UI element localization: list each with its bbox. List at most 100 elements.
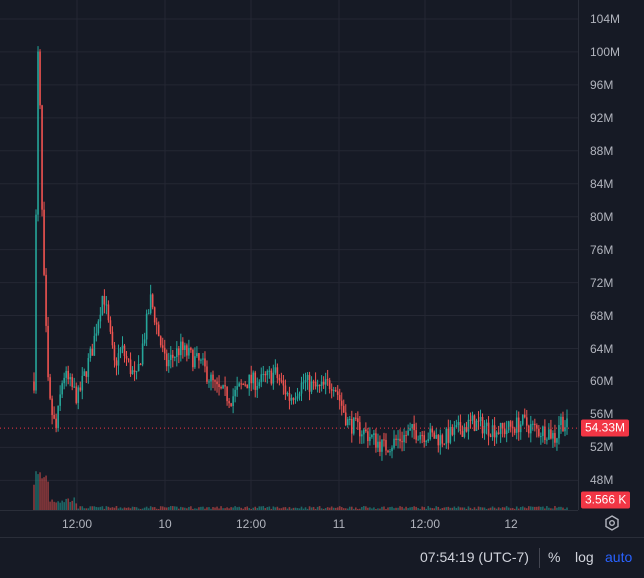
volume-bar bbox=[342, 508, 345, 510]
price-scale[interactable]: 104M 100M 96M 92M 88M 84M 80M 76M 72M 68M 64M 60M 56… bbox=[578, 0, 644, 510]
settings-gear-icon[interactable] bbox=[600, 512, 624, 534]
volume-bar bbox=[35, 471, 37, 510]
volume-bar bbox=[477, 506, 480, 510]
candle-body bbox=[107, 304, 110, 321]
candlestick-chart[interactable] bbox=[0, 0, 578, 510]
volume-bar bbox=[554, 506, 556, 510]
candle-body bbox=[171, 354, 174, 358]
chart-pane[interactable] bbox=[0, 0, 578, 510]
candle-body bbox=[544, 426, 546, 440]
volume-bar bbox=[173, 506, 176, 510]
volume-bar bbox=[67, 498, 69, 510]
candle-body bbox=[507, 421, 510, 431]
volume-bar bbox=[511, 507, 514, 510]
volume-bar bbox=[99, 506, 102, 510]
volume-bar bbox=[487, 508, 490, 510]
volume-bar bbox=[39, 472, 41, 510]
candle-body bbox=[479, 416, 482, 422]
volume-bar bbox=[236, 507, 238, 510]
candle-body bbox=[433, 432, 436, 439]
volume-bar bbox=[503, 507, 506, 510]
volume-bar bbox=[355, 507, 357, 510]
candle-body bbox=[381, 439, 383, 452]
price-tick-label: 48M bbox=[590, 473, 614, 488]
volume-bar bbox=[427, 506, 430, 510]
candle-body bbox=[113, 345, 116, 361]
volume-bar bbox=[77, 508, 80, 510]
volume-bar bbox=[256, 508, 259, 510]
candle-body bbox=[334, 389, 337, 392]
volume-bar bbox=[517, 508, 520, 510]
candle-body bbox=[294, 398, 297, 400]
volume-bar bbox=[437, 506, 440, 510]
candle-body bbox=[413, 424, 415, 431]
volume-bar bbox=[248, 508, 251, 510]
candle-body bbox=[505, 430, 508, 435]
candle-body bbox=[300, 382, 303, 394]
candle-body bbox=[548, 429, 550, 440]
volume-bar bbox=[288, 507, 291, 510]
candle-body bbox=[445, 428, 448, 444]
volume-bar bbox=[65, 498, 67, 510]
volume-bar bbox=[208, 507, 210, 510]
auto-scale-button[interactable]: auto bbox=[605, 549, 633, 565]
candle-body bbox=[214, 380, 216, 382]
price-tick-label: 88M bbox=[590, 143, 614, 158]
candle-body bbox=[552, 433, 554, 439]
percent-scale-button[interactable]: % bbox=[548, 549, 561, 565]
volume-bar bbox=[493, 507, 496, 510]
volume-bar bbox=[324, 508, 327, 510]
volume-bar bbox=[153, 507, 156, 510]
candle-body bbox=[371, 435, 373, 438]
volume-bar bbox=[453, 506, 456, 510]
candle-body bbox=[407, 430, 409, 436]
candle-body bbox=[471, 415, 474, 421]
volume-bar bbox=[532, 506, 534, 510]
price-tick-label: 60M bbox=[590, 374, 614, 389]
candle-body bbox=[268, 370, 271, 372]
candle-body bbox=[272, 372, 275, 384]
volume-bar bbox=[202, 506, 204, 510]
candle-body bbox=[83, 371, 86, 376]
volume-bar bbox=[379, 508, 381, 510]
volume-bar bbox=[280, 508, 283, 510]
volume-bar bbox=[332, 507, 335, 510]
candle-body bbox=[346, 419, 349, 425]
volume-bar bbox=[155, 508, 158, 510]
candle-body bbox=[173, 356, 176, 358]
candle-body bbox=[467, 419, 470, 432]
candle-body bbox=[270, 370, 273, 384]
candle-body bbox=[389, 451, 391, 453]
candle-body bbox=[336, 391, 339, 395]
candle-body bbox=[97, 321, 100, 334]
candle-body bbox=[129, 359, 132, 375]
volume-bar bbox=[513, 508, 516, 510]
candle-body bbox=[57, 405, 59, 429]
volume-bar bbox=[57, 501, 59, 510]
volume-bar bbox=[441, 508, 444, 510]
candle-body bbox=[226, 386, 228, 402]
log-scale-button[interactable]: log bbox=[575, 549, 594, 565]
utc-clock[interactable]: 07:54:19 (UTC-7) bbox=[420, 549, 529, 565]
volume-bar bbox=[509, 508, 512, 510]
candle-body bbox=[469, 419, 472, 421]
candle-body bbox=[280, 380, 283, 382]
volume-bar bbox=[346, 508, 349, 510]
candle-body bbox=[37, 51, 39, 215]
candle-body bbox=[560, 416, 562, 426]
volume-bar bbox=[439, 508, 442, 510]
volume-bar bbox=[318, 506, 321, 510]
candle-body bbox=[61, 383, 63, 395]
price-tick-label: 76M bbox=[590, 242, 614, 257]
candle-body bbox=[411, 424, 413, 429]
candle-body bbox=[224, 385, 226, 387]
candle-body bbox=[348, 418, 351, 420]
time-scale[interactable]: 12:00 10 12:00 11 12:00 12 bbox=[0, 510, 578, 537]
volume-bar bbox=[542, 506, 544, 510]
candle-body bbox=[403, 435, 405, 443]
volume-bar bbox=[93, 506, 96, 510]
volume-bar bbox=[393, 508, 395, 510]
volume-bar bbox=[451, 507, 454, 510]
candle-body bbox=[139, 364, 142, 366]
volume-bar bbox=[244, 507, 246, 510]
